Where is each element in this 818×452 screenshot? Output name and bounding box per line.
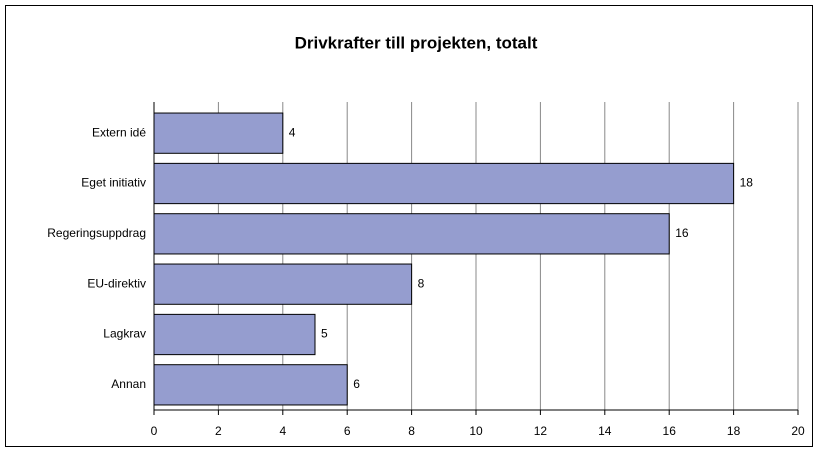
y-tick-label: Lagkrav [103, 327, 146, 341]
x-tick-label: 16 [663, 424, 677, 438]
bar [153, 213, 670, 255]
x-tick-label: 12 [534, 424, 548, 438]
x-tick-label: 8 [408, 424, 415, 438]
y-tick-label: Eget initiativ [81, 176, 146, 190]
bar [153, 263, 413, 305]
data-label: 6 [353, 377, 360, 391]
bar [153, 313, 316, 356]
x-tick-label: 0 [151, 424, 158, 438]
bar [153, 364, 348, 406]
x-tick-label: 4 [279, 424, 286, 438]
x-tick-label: 14 [598, 424, 612, 438]
x-tick-label: 2 [215, 424, 222, 438]
x-tick-label: 10 [469, 424, 483, 438]
x-tick-label: 20 [791, 424, 805, 438]
y-tick-label: EU-direktiv [87, 276, 146, 290]
bar [153, 112, 284, 154]
data-label: 4 [289, 125, 296, 139]
y-tick-label: Extern idé [92, 125, 146, 139]
bar [153, 162, 735, 205]
x-tick-label: 18 [727, 424, 741, 438]
x-tick-label: 6 [344, 424, 351, 438]
chart-title: Drivkrafter till projekten, totalt [295, 33, 538, 52]
data-label: 18 [740, 176, 754, 190]
y-tick-label: Annan [111, 377, 146, 391]
y-tick-label: Regeringsuppdrag [47, 226, 146, 240]
data-label: 8 [418, 276, 425, 290]
data-label: 16 [675, 226, 689, 240]
data-label: 5 [321, 327, 328, 341]
